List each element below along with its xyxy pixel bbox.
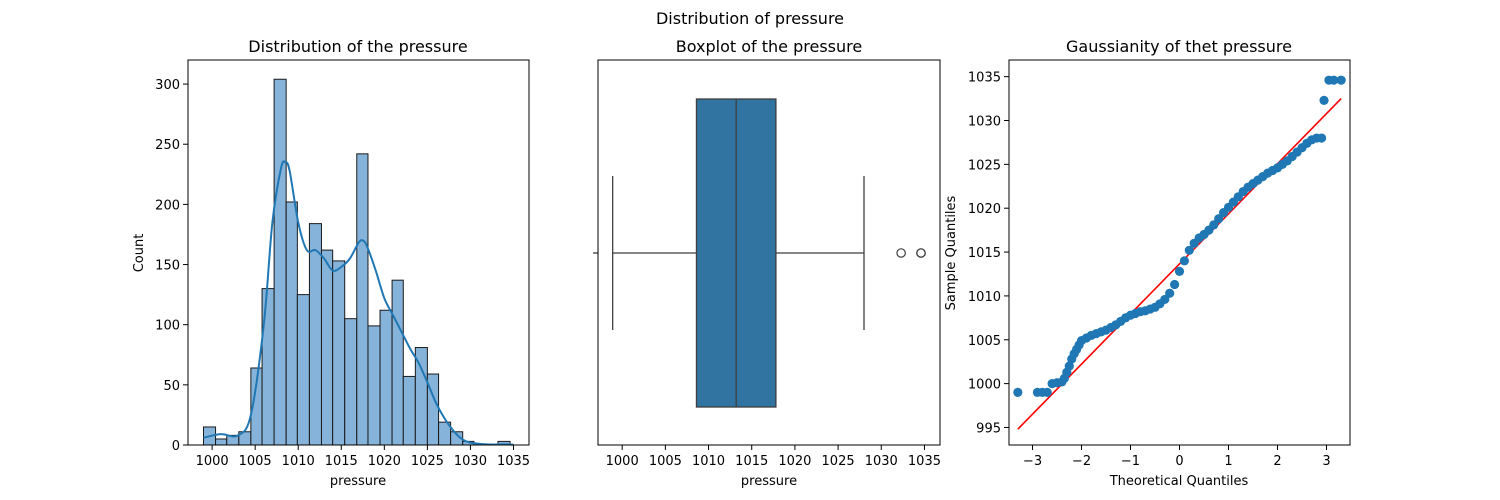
boxplot-xtick-label: 1025 bbox=[822, 454, 855, 469]
qq-point bbox=[1165, 288, 1175, 298]
boxplot-panel: Boxplot of the pressure 1000 1005 1010 1015… bbox=[593, 37, 941, 489]
histogram-ytick-label: 100 bbox=[155, 319, 180, 334]
qq-point bbox=[1319, 95, 1329, 105]
figure-title: Distribution of pressure bbox=[656, 9, 844, 28]
boxplot-xtick-label: 1010 bbox=[692, 454, 725, 469]
outlier-point bbox=[916, 248, 926, 258]
reference-line bbox=[1017, 98, 1342, 430]
histogram-ytick-label: 300 bbox=[155, 78, 180, 93]
histogram-xtick-label: 1030 bbox=[454, 454, 487, 469]
histogram-title: Distribution of the pressure bbox=[248, 37, 467, 56]
histogram-bar bbox=[379, 309, 393, 446]
histogram-ytick-label: 0 bbox=[172, 439, 180, 454]
boxplot-xtick-label: 1020 bbox=[778, 454, 811, 469]
qq-xtick-label: −1 bbox=[1121, 454, 1140, 469]
histogram-ytick-label: 150 bbox=[155, 259, 180, 274]
qq-ylabel: Sample Quantiles bbox=[944, 195, 959, 310]
qq-point bbox=[1170, 279, 1180, 290]
histogram-bar bbox=[402, 375, 416, 446]
qq-title: Gaussianity of thet pressure bbox=[1066, 37, 1292, 56]
boxplot-frame bbox=[597, 59, 941, 446]
qq-xtick-label: 2 bbox=[1273, 454, 1281, 469]
histogram-xlabel: pressure bbox=[330, 474, 386, 489]
qq-point bbox=[1064, 361, 1074, 371]
qq-xtick-label: −3 bbox=[1023, 454, 1042, 469]
qq-ytick-label: 1010 bbox=[968, 290, 1001, 305]
qq-ytick-label: 1005 bbox=[968, 334, 1001, 349]
histogram-bar bbox=[320, 249, 334, 446]
boxplot-xlabel: pressure bbox=[741, 474, 797, 489]
outlier-point bbox=[896, 248, 906, 258]
qq-ytick-label: 1000 bbox=[968, 378, 1001, 393]
histogram-xtick-label: 1035 bbox=[497, 454, 530, 469]
qq-xtick-label: 0 bbox=[1175, 454, 1183, 469]
qq-point bbox=[1042, 387, 1052, 397]
histogram-bar bbox=[261, 288, 275, 446]
histogram-xtick-label: 1015 bbox=[325, 454, 358, 469]
histogram-xtick-label: 1025 bbox=[411, 454, 444, 469]
histogram-bar bbox=[391, 279, 404, 446]
histogram-ytick-label: 50 bbox=[163, 379, 180, 394]
qq-ytick-label: 1030 bbox=[968, 115, 1001, 130]
histogram-xtick-label: 1000 bbox=[196, 454, 229, 469]
qq-point bbox=[1184, 245, 1194, 255]
qq-ytick-label: 995 bbox=[976, 421, 1001, 436]
qq-ytick-label: 1035 bbox=[968, 71, 1001, 86]
qq-xlabel: Theoretical Quantiles bbox=[1109, 474, 1249, 489]
qq-panel: Gaussianity of thet pressure −3 −2 −1 0 1 2 3 9… bbox=[944, 37, 1351, 489]
histogram-xtick-label: 1010 bbox=[282, 454, 315, 469]
boxplot-xtick-label: 1005 bbox=[649, 454, 682, 469]
qq-point bbox=[1214, 214, 1224, 224]
histogram-bar bbox=[332, 260, 346, 446]
boxplot-xtick-label: 1035 bbox=[908, 454, 941, 469]
qq-ytick-label: 1015 bbox=[968, 246, 1001, 261]
histogram-panel: Distribution of the pressure 1000 1005 101… bbox=[132, 37, 530, 489]
kde-curve bbox=[203, 160, 514, 446]
qq-point bbox=[1316, 133, 1327, 143]
qq-point bbox=[1329, 75, 1339, 85]
histogram-ytick-label: 200 bbox=[155, 198, 180, 213]
histogram-frame bbox=[187, 59, 530, 446]
qq-point bbox=[1013, 387, 1023, 397]
qq-frame bbox=[1008, 59, 1351, 446]
boxplot-title: Boxplot of the pressure bbox=[676, 37, 862, 56]
qq-point bbox=[1336, 75, 1346, 85]
histogram-bar bbox=[367, 325, 381, 446]
histogram-bar bbox=[285, 201, 298, 446]
qq-point bbox=[1179, 256, 1189, 266]
qq-xtick-label: 3 bbox=[1322, 454, 1330, 469]
histogram-ytick-label: 250 bbox=[155, 138, 180, 153]
qq-point bbox=[1209, 220, 1219, 230]
qq-ytick-label: 1020 bbox=[968, 202, 1001, 217]
qq-point bbox=[1160, 294, 1170, 305]
histogram-bar bbox=[308, 223, 322, 446]
boxplot-xtick-label: 1030 bbox=[865, 454, 898, 469]
qq-xtick-label: −2 bbox=[1072, 454, 1091, 469]
qq-xtick-label: 1 bbox=[1224, 454, 1232, 469]
histogram-ylabel: Count bbox=[132, 234, 147, 273]
qq-ytick-label: 1025 bbox=[968, 158, 1001, 173]
histogram-bar bbox=[273, 78, 287, 446]
histogram-bar bbox=[215, 438, 228, 446]
boxplot-xtick-label: 1015 bbox=[735, 454, 768, 469]
histogram-bar bbox=[344, 318, 358, 446]
histogram-bar bbox=[356, 153, 369, 446]
qq-point bbox=[1174, 266, 1185, 276]
histogram-bar bbox=[296, 294, 310, 446]
boxplot-xtick-label: 1000 bbox=[606, 454, 639, 469]
histogram-xtick-label: 1020 bbox=[368, 454, 401, 469]
histogram-xtick-label: 1005 bbox=[239, 454, 272, 469]
